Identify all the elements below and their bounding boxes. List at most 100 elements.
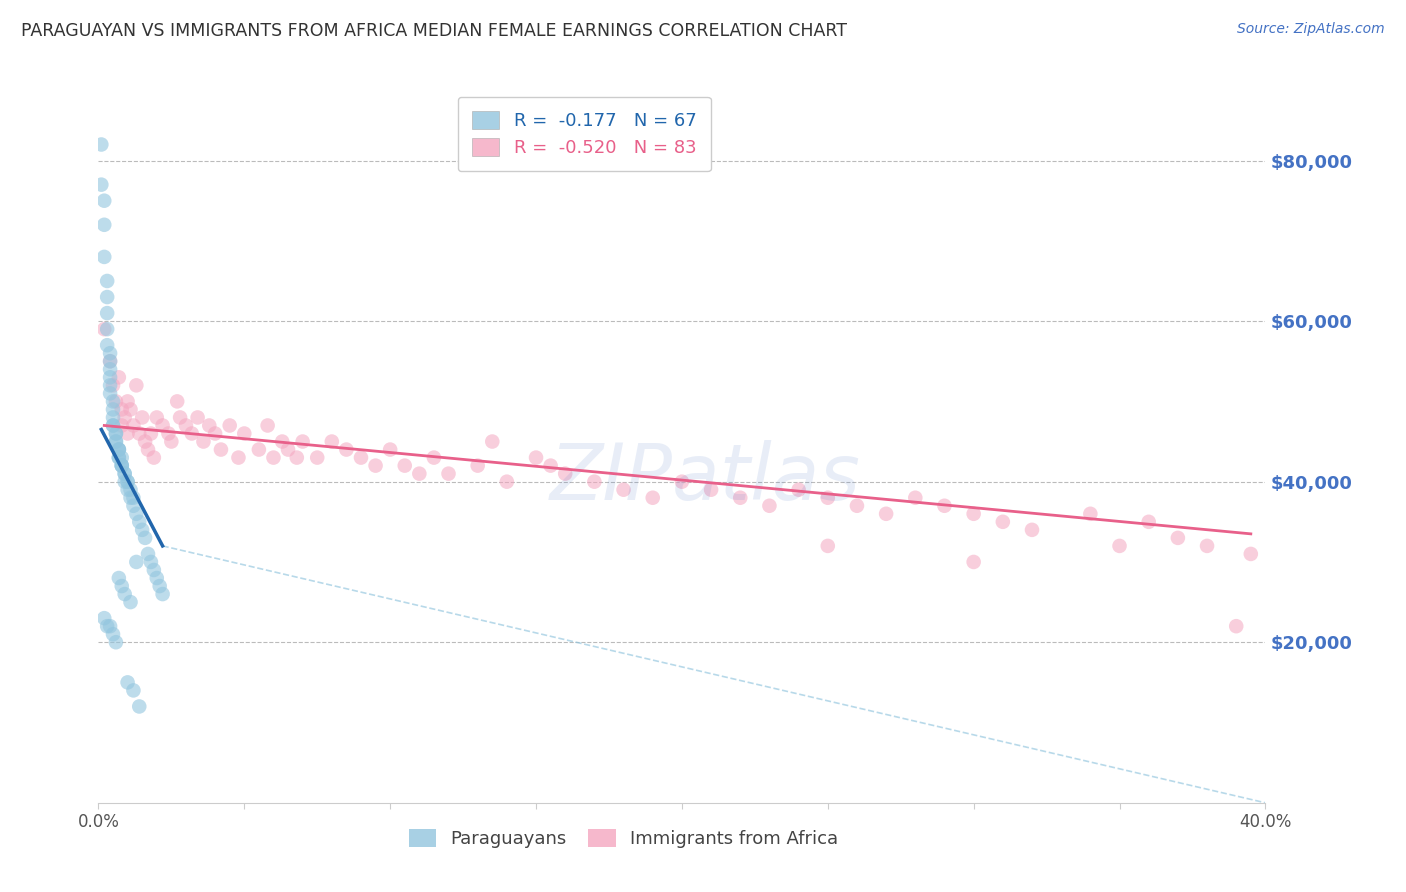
Point [125, 555, 148, 569]
Point [152, 587, 174, 601]
Point [1137, 515, 1160, 529]
Point [125, 507, 148, 521]
Point [277, 442, 299, 457]
Point [108, 370, 131, 384]
Point [125, 378, 148, 392]
Point [90, 178, 112, 192]
Point [104, 426, 127, 441]
Point [114, 410, 136, 425]
Point [93, 194, 115, 208]
Point [730, 491, 752, 505]
Point [142, 563, 165, 577]
Point [904, 491, 927, 505]
Point [218, 418, 240, 433]
Point [128, 515, 150, 529]
Point [291, 434, 314, 449]
Point [111, 458, 134, 473]
Point [193, 434, 215, 449]
Point [104, 394, 127, 409]
Point [98, 619, 121, 633]
Point [111, 458, 134, 473]
Point [108, 442, 131, 457]
Point [247, 442, 270, 457]
Point [98, 370, 121, 384]
Point [101, 418, 124, 433]
Point [111, 579, 134, 593]
Point [114, 587, 136, 601]
Point [101, 627, 124, 641]
Point [1195, 539, 1218, 553]
Point [307, 450, 329, 465]
Point [262, 450, 284, 465]
Point [256, 418, 278, 433]
Point [98, 378, 121, 392]
Point [128, 699, 150, 714]
Point [169, 410, 191, 425]
Point [122, 683, 145, 698]
Point [437, 467, 460, 481]
Point [271, 434, 294, 449]
Point [131, 523, 153, 537]
Point [198, 418, 221, 433]
Point [394, 458, 416, 473]
Point [96, 290, 118, 304]
Point [408, 467, 430, 481]
Point [131, 410, 153, 425]
Point [204, 426, 226, 441]
Point [96, 306, 118, 320]
Text: Source: ZipAtlas.com: Source: ZipAtlas.com [1237, 22, 1385, 37]
Point [1240, 547, 1263, 561]
Point [93, 218, 115, 232]
Point [93, 322, 115, 336]
Point [114, 475, 136, 489]
Point [98, 386, 121, 401]
Point [817, 539, 839, 553]
Point [111, 450, 134, 465]
Point [149, 579, 172, 593]
Point [104, 426, 127, 441]
Point [991, 515, 1014, 529]
Point [423, 450, 446, 465]
Point [117, 475, 139, 489]
Point [180, 426, 202, 441]
Point [96, 619, 118, 633]
Point [160, 434, 183, 449]
Point [228, 450, 250, 465]
Point [285, 450, 308, 465]
Point [139, 555, 162, 569]
Point [111, 402, 134, 417]
Point [335, 442, 357, 457]
Point [174, 418, 197, 433]
Point [787, 483, 810, 497]
Point [962, 555, 984, 569]
Point [134, 434, 156, 449]
Point [496, 475, 519, 489]
Point [108, 450, 131, 465]
Point [134, 531, 156, 545]
Point [152, 418, 174, 433]
Point [93, 611, 115, 625]
Point [96, 274, 118, 288]
Point [142, 450, 165, 465]
Point [364, 458, 387, 473]
Point [117, 675, 139, 690]
Point [671, 475, 693, 489]
Point [93, 250, 115, 264]
Point [90, 137, 112, 152]
Point [166, 394, 188, 409]
Point [101, 394, 124, 409]
Point [1108, 539, 1130, 553]
Point [817, 491, 839, 505]
Point [1225, 619, 1247, 633]
Point [146, 410, 169, 425]
Point [1080, 507, 1102, 521]
Point [380, 442, 402, 457]
Point [98, 362, 121, 376]
Point [875, 507, 897, 521]
Point [641, 491, 664, 505]
Point [108, 450, 131, 465]
Point [114, 467, 136, 481]
Point [104, 434, 127, 449]
Point [98, 346, 121, 360]
Point [108, 571, 131, 585]
